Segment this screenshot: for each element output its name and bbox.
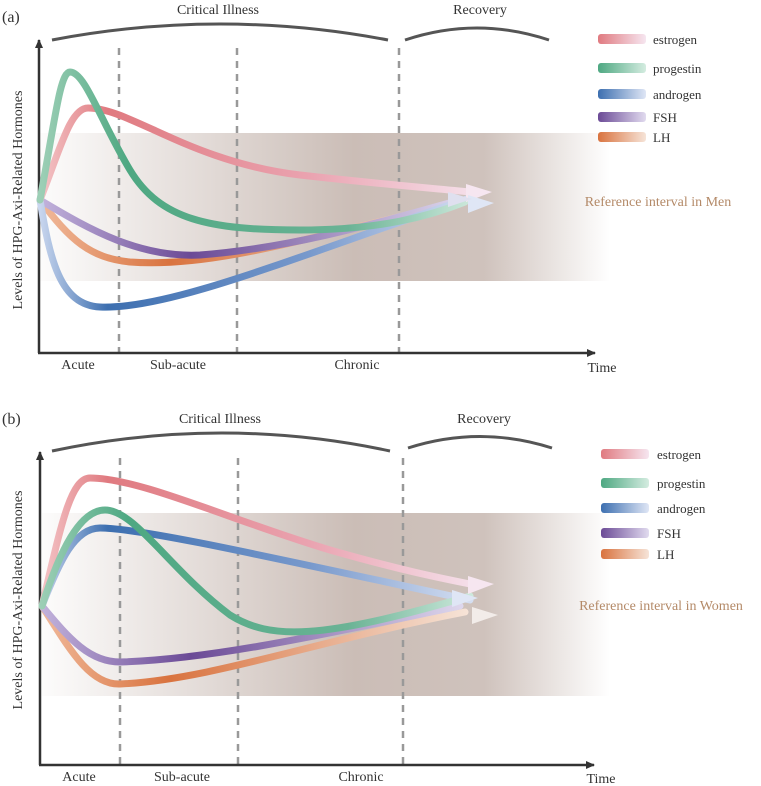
legend-swatch-lh — [598, 132, 646, 142]
critical-illness-brace — [51, 431, 391, 453]
critical-illness-label: Critical Illness — [177, 3, 259, 18]
lh-arrowhead — [472, 607, 498, 624]
legend-swatch-estrogen — [601, 449, 649, 459]
x-axis-label: Time — [587, 361, 616, 376]
estrogen-arrowhead — [468, 576, 494, 594]
critical-illness-brace — [51, 22, 389, 42]
legend-label-fsh: FSH — [653, 110, 677, 125]
recovery-brace — [407, 435, 553, 450]
reference-band — [42, 513, 610, 696]
legend-swatch-fsh — [601, 528, 649, 538]
y-axis-label: Levels of HPG-Axi-Related Hormones — [11, 491, 26, 710]
legend-label-androgen: androgen — [657, 501, 706, 516]
reference-interval-label: Reference interval in Men — [585, 195, 732, 210]
progestin-curve — [36, 68, 469, 234]
legend-swatch-fsh — [598, 112, 646, 122]
legend-swatch-lh — [601, 549, 649, 559]
recovery-brace — [404, 26, 550, 42]
legend-swatch-progestin — [598, 63, 646, 73]
legend-label-progestin: progestin — [653, 61, 702, 76]
progestin-curve — [38, 506, 474, 636]
phase-subacute: Sub-acute — [154, 770, 210, 785]
reference-band — [40, 133, 610, 281]
legend-swatch-androgen — [598, 89, 646, 99]
legend-label-estrogen: estrogen — [653, 32, 698, 47]
critical-illness-label: Critical Illness — [179, 412, 261, 427]
estrogen-curve — [36, 104, 474, 204]
legend-swatch-estrogen — [598, 34, 646, 44]
legend-swatch-androgen — [601, 503, 649, 513]
legend-label-estrogen: estrogen — [657, 447, 702, 462]
recovery-label: Recovery — [453, 3, 507, 18]
phase-acute: Acute — [62, 770, 95, 785]
legend-swatch-progestin — [601, 478, 649, 488]
phase-chronic: Chronic — [334, 358, 379, 373]
legend-label-lh: LH — [653, 130, 670, 145]
legend-label-fsh: FSH — [657, 526, 681, 541]
panel-a: (a) Critical Illness Recovery Levels of … — [2, 3, 731, 376]
legend-label-androgen: androgen — [653, 87, 702, 102]
phase-chronic: Chronic — [338, 770, 383, 785]
legend: estrogen progestin androgen FSH LH — [598, 32, 702, 145]
androgen-arrowhead — [468, 195, 494, 213]
legend: estrogen progestin androgen FSH LH — [601, 447, 706, 562]
recovery-label: Recovery — [457, 412, 511, 427]
panel-b: (b) Critical Illness Recovery Levels of … — [2, 411, 743, 786]
x-axis-label: Time — [586, 772, 615, 786]
panel-label: (a) — [2, 9, 20, 26]
androgen-curve — [36, 194, 474, 311]
androgen-arrowhead — [452, 590, 478, 607]
fsh-arrowhead — [448, 192, 472, 207]
y-axis-label: Levels of HPG-Axi-Related Hormones — [11, 91, 26, 310]
legend-label-progestin: progestin — [657, 476, 706, 491]
legend-label-lh: LH — [657, 547, 674, 562]
panel-label: (b) — [2, 411, 21, 428]
estrogen-curve — [38, 474, 474, 610]
reference-interval-label: Reference interval in Women — [579, 599, 743, 614]
lh-curve — [38, 602, 469, 688]
phase-acute: Acute — [61, 358, 94, 373]
phase-subacute: Sub-acute — [150, 358, 206, 373]
